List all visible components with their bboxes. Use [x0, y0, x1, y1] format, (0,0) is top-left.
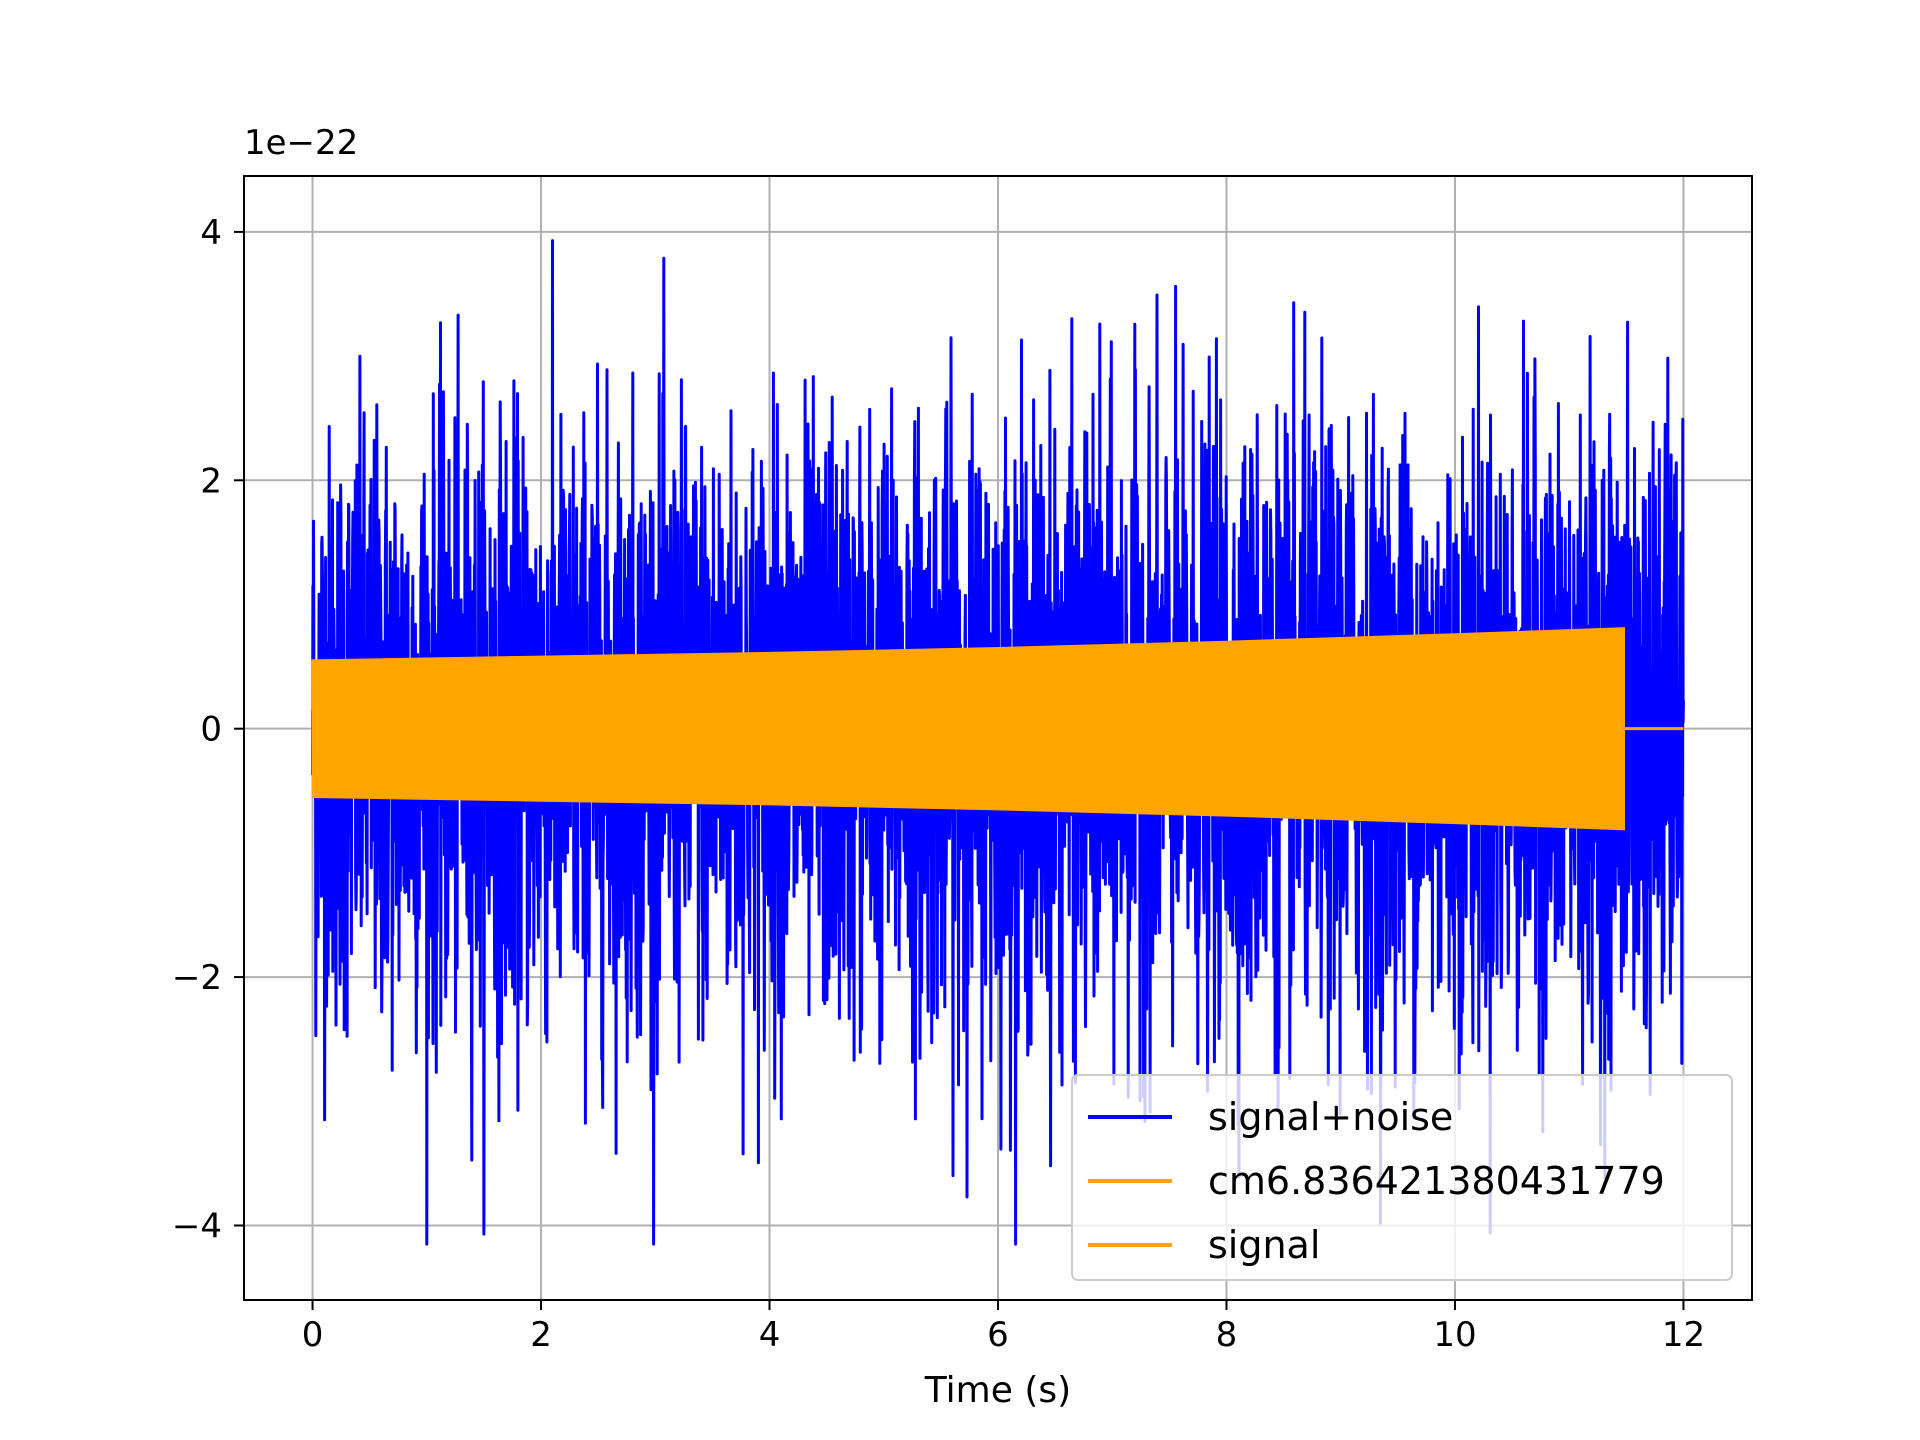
x-tick-label: 8: [1216, 1315, 1238, 1355]
y-tick-label: 4: [200, 213, 222, 253]
y-tick-label: −2: [172, 958, 222, 998]
x-tick-label: 2: [530, 1315, 552, 1355]
x-tick-label: 4: [759, 1315, 781, 1355]
x-tick-label: 10: [1433, 1315, 1476, 1355]
axis-ticks: 0 2 4 6 8 10 12 −4 −2 0 2 4: [172, 213, 1705, 1355]
y-offset-text: 1e−22: [244, 123, 358, 163]
x-axis-label: Time (s): [924, 1370, 1071, 1411]
y-tick-label: −4: [172, 1206, 222, 1246]
y-tick-label: 2: [200, 461, 222, 501]
x-tick-label: 12: [1662, 1315, 1705, 1355]
legend-box: [1071, 1074, 1733, 1281]
legend-label: cm6.836421380431779: [1208, 1159, 1665, 1203]
legend: signal+noise cm6.836421380431779 signal: [1071, 1074, 1733, 1281]
plot-data: [311, 239, 1685, 1246]
series-signal-envelope: [311, 627, 1625, 831]
x-tick-label: 0: [302, 1315, 324, 1355]
legend-label: signal+noise: [1208, 1095, 1453, 1139]
x-tick-label: 6: [987, 1315, 1009, 1355]
plot-frame: [243, 175, 1753, 1301]
legend-label: signal: [1208, 1223, 1320, 1267]
y-tick-label: 0: [200, 710, 222, 750]
